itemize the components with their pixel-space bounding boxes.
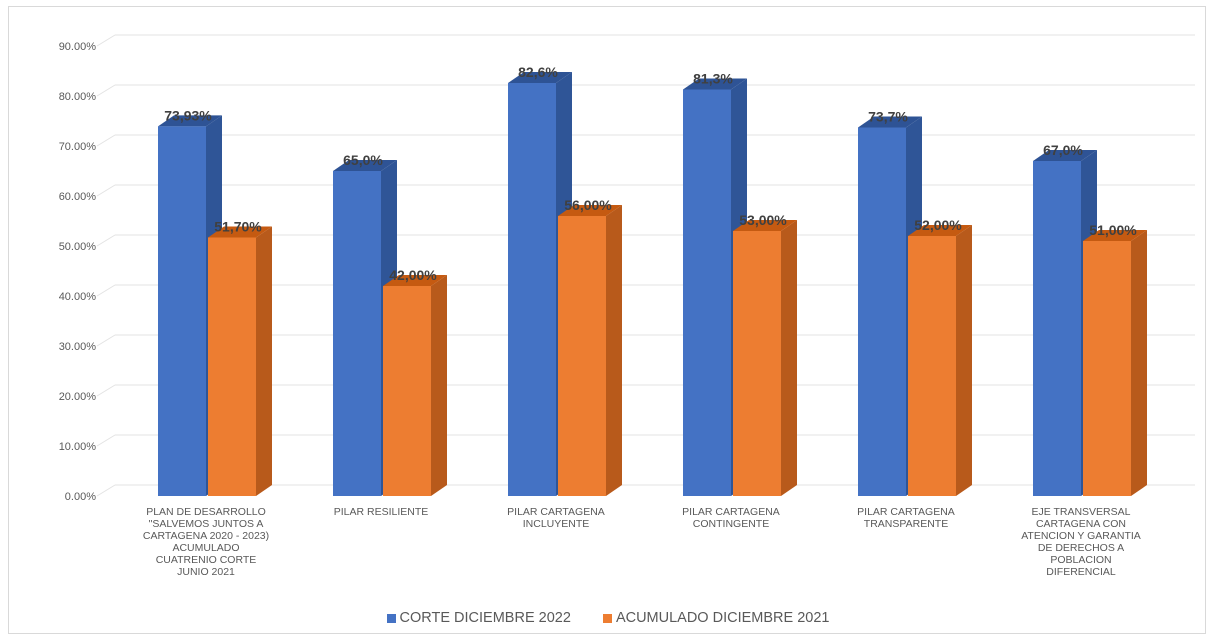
bar-series-1-1-top xyxy=(333,160,397,171)
category-label-3: PILAR CARTAGENA CONTINGENTE xyxy=(682,506,780,530)
bar-series-1-3-data-label: 81,3% xyxy=(693,71,733,87)
bar-series-1-5-data-label: 67,0% xyxy=(1043,142,1083,158)
bar-series-2-3-top xyxy=(733,220,797,231)
y-tick-label: 70.00% xyxy=(59,141,97,153)
bar-series-1-4-top xyxy=(858,116,922,128)
category-label-4: PILAR CARTAGENA TRANSPARENTE xyxy=(857,506,955,530)
legend-item-series-1: CORTE DICIEMBRE 2022 xyxy=(386,610,571,626)
y-tick-label: 10.00% xyxy=(59,441,97,453)
y-tick-label: 50.00% xyxy=(59,241,97,253)
bar-series-2-3-data-label: 53,00% xyxy=(739,212,787,228)
bar-series-1-0-top xyxy=(158,115,222,127)
category-label-0: PLAN DE DESARROLLO "SALVEMOS JUNTOS A CA… xyxy=(142,506,270,578)
bar-series-1-1 xyxy=(333,171,381,496)
category-label-2: PILAR CARTAGENA INCLUYENTE xyxy=(507,506,605,530)
bar-series-2-4-data-label: 52,00% xyxy=(914,217,962,233)
gridline-side xyxy=(96,334,116,347)
bar-series-1-4 xyxy=(858,127,906,496)
y-tick-label: 80.00% xyxy=(59,91,97,103)
bar-series-2-3 xyxy=(733,231,781,496)
bar-series-2-0-top xyxy=(208,226,272,238)
bar-series-1-1-data-label: 65,0% xyxy=(343,152,383,168)
bar-series-2-4-top xyxy=(908,225,972,236)
bar-series-2-2-data-label: 56,00% xyxy=(564,197,612,213)
gridline-side xyxy=(96,234,116,247)
bar-series-2-0-data-label: 51,70% xyxy=(214,219,262,235)
category-label-5: EJE TRANSVERSAL CARTAGENA CON ATENCION Y… xyxy=(1021,506,1141,578)
bar-series-2-0-side xyxy=(256,226,272,496)
y-tick-label: 30.00% xyxy=(59,341,97,353)
category-label-1: PILAR RESILIENTE xyxy=(333,506,429,518)
bar-series-2-1 xyxy=(383,286,431,496)
y-tick-label: 0.00% xyxy=(65,491,96,503)
gridline-side xyxy=(96,384,116,397)
bar-series-2-1-side xyxy=(431,275,447,496)
y-tick-label: 40.00% xyxy=(59,291,97,303)
gridline-side xyxy=(96,134,116,147)
legend-item-series-2: ACUMULADO DICIEMBRE 2021 xyxy=(602,610,830,626)
bar-series-2-5 xyxy=(1083,241,1131,496)
bar-series-2-0 xyxy=(208,237,256,496)
bar-series-2-2-side xyxy=(606,205,622,496)
bar-series-2-4-side xyxy=(956,225,972,496)
bar-series-2-3-side xyxy=(781,220,797,496)
bar-series-1-3 xyxy=(683,89,731,496)
gridline-side xyxy=(96,284,116,297)
legend-label-series-2: ACUMULADO DICIEMBRE 2021 xyxy=(615,610,830,626)
bar-series-1-0-data-label: 73,93% xyxy=(164,107,212,123)
bar-series-1-2-top xyxy=(508,72,572,83)
legend-label-series-1: CORTE DICIEMBRE 2022 xyxy=(399,610,571,626)
bar-series-2-5-side xyxy=(1131,230,1147,496)
bar-series-1-4-data-label: 73,7% xyxy=(868,109,908,125)
bar-series-2-5-data-label: 51,00% xyxy=(1089,222,1137,238)
bar-series-1-2 xyxy=(508,83,556,496)
bar-series-1-5 xyxy=(1033,161,1081,496)
legend: CORTE DICIEMBRE 2022 ACUMULADO DICIEMBRE… xyxy=(0,610,1216,627)
gridline-side xyxy=(96,434,116,447)
gridline-side xyxy=(96,484,116,497)
legend-swatch-series-2 xyxy=(602,613,612,623)
bar-series-2-4 xyxy=(908,236,956,496)
legend-swatch-series-1 xyxy=(386,613,396,623)
gridline-side xyxy=(96,34,116,47)
y-tick-label: 60.00% xyxy=(59,191,97,203)
y-tick-label: 90.00% xyxy=(59,41,97,53)
bar-series-2-2-top xyxy=(558,205,622,216)
bar-series-2-5-top xyxy=(1083,230,1147,241)
bar-series-2-1-data-label: 42,00% xyxy=(389,267,437,283)
y-tick-label: 20.00% xyxy=(59,391,97,403)
bar-series-1-0 xyxy=(158,126,206,496)
gridline-side xyxy=(96,184,116,197)
bar-series-1-3-top xyxy=(683,78,747,90)
gridline-side xyxy=(96,84,116,97)
bar-series-1-5-top xyxy=(1033,150,1097,161)
bar-series-1-2-data-label: 82,6% xyxy=(518,64,558,80)
bar-series-2-1-top xyxy=(383,275,447,286)
bar-series-2-2 xyxy=(558,216,606,496)
